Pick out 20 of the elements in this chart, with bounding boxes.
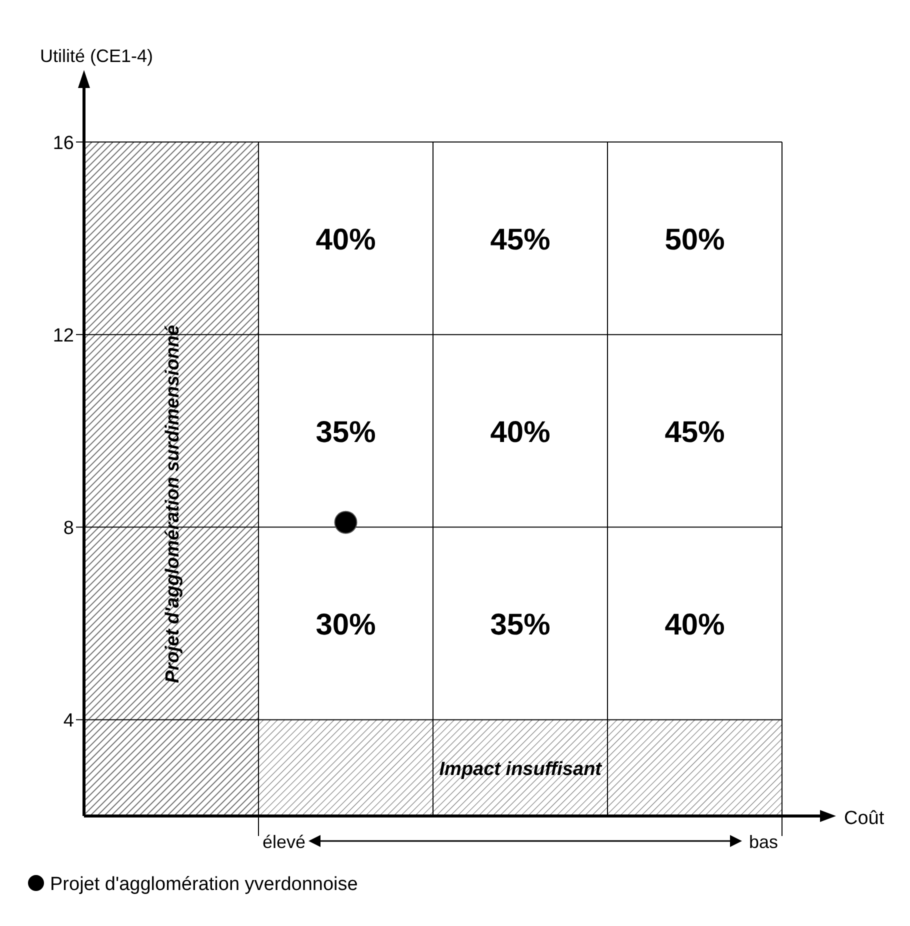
- legend-label: Projet d'agglomération yverdonnoise: [50, 874, 358, 895]
- annotation: 35%: [490, 608, 550, 642]
- y-axis-title: Utilité (CE1-4): [40, 46, 154, 66]
- annotation: 40%: [316, 223, 376, 256]
- annotation: 40%: [490, 416, 550, 449]
- annotation: Projet d'agglomération surdimensionné: [162, 324, 184, 684]
- annotation: 45%: [664, 416, 725, 449]
- annotation: 35%: [316, 416, 376, 449]
- text: élevé: [262, 832, 306, 852]
- x-axis-title: Coût: [844, 808, 885, 829]
- y-tick-label: 12: [52, 326, 74, 347]
- annotation: 30%: [316, 608, 376, 642]
- annotation: 40%: [664, 608, 725, 642]
- y-tick-label: 8: [63, 518, 74, 540]
- annotation: 50%: [664, 223, 725, 256]
- y-tick-label: 16: [52, 133, 74, 154]
- y-tick-label: 4: [63, 710, 74, 732]
- text: bas: [748, 832, 778, 852]
- band-label: Impact insuffisant: [439, 758, 602, 780]
- annotation: 45%: [490, 223, 550, 256]
